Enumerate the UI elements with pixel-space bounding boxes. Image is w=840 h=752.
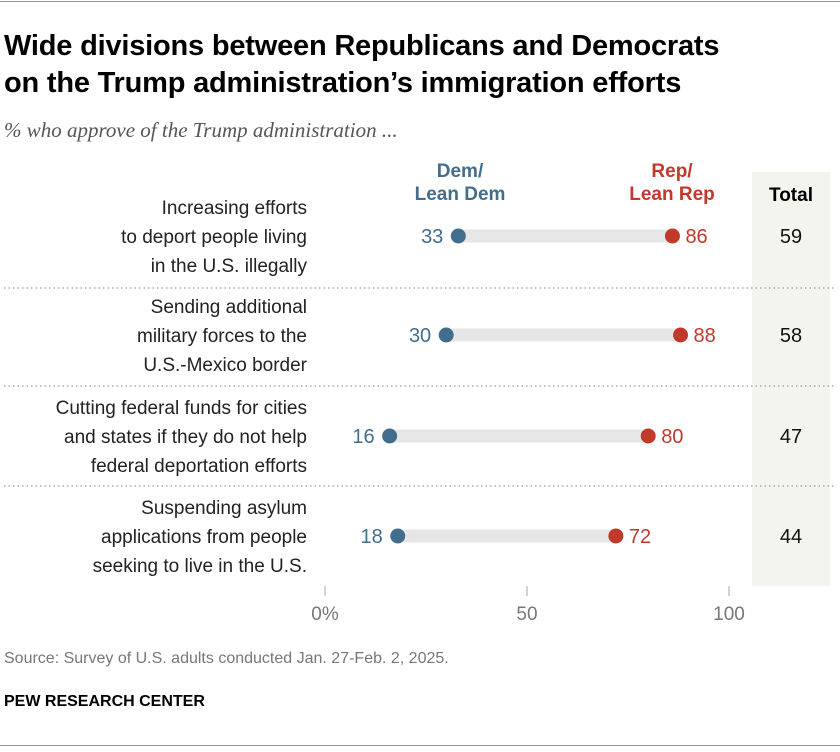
rep-dot: [640, 428, 656, 444]
total-value: 58: [780, 325, 802, 347]
source-note: Source: Survey of U.S. adults conducted …: [4, 650, 449, 667]
top-rule: [0, 1, 840, 2]
rep-value-label: 86: [685, 226, 707, 248]
category-label: applications from people: [101, 527, 307, 548]
dem-value-label: 18: [360, 526, 382, 548]
total-value: 47: [780, 426, 802, 448]
chart-subtitle: % who approve of the Trump administratio…: [4, 118, 398, 142]
rep-dot: [664, 228, 680, 244]
dem-dot: [438, 327, 454, 343]
title-line: on the Trump administration’s immigratio…: [4, 67, 682, 99]
category-label: to deport people living: [121, 227, 307, 248]
category-label: Cutting federal funds for cities: [56, 398, 307, 419]
legend-rep-line: Lean Rep: [629, 184, 715, 205]
x-tick-label: 100: [713, 604, 745, 625]
rep-value-label: 88: [694, 325, 716, 347]
bottom-rule: [0, 745, 840, 746]
category-label: federal deportation efforts: [91, 456, 307, 477]
x-tick-label: 50: [516, 604, 537, 625]
chart-title: Wide divisions between Republicans and D…: [4, 28, 720, 102]
category-label: in the U.S. illegally: [151, 256, 308, 277]
title-line: Wide divisions between Republicans and D…: [4, 30, 720, 62]
legend-rep: Rep/ Lean Rep: [592, 160, 752, 206]
rep-dot: [673, 327, 689, 343]
legend-rep-line: Rep/: [651, 161, 693, 182]
organization-logo-text: PEW RESEARCH CENTER: [4, 693, 205, 710]
dem-dot: [450, 228, 466, 244]
legend-dem-line: Lean Dem: [414, 184, 506, 205]
dem-value-label: 16: [352, 426, 374, 448]
category-label: and states if they do not help: [64, 427, 307, 448]
rep-dot: [608, 528, 624, 544]
legend-dem: Dem/ Lean Dem: [380, 160, 540, 206]
dem-value-label: 33: [421, 226, 443, 248]
dem-value-label: 30: [409, 325, 431, 347]
dem-dot: [390, 528, 406, 544]
category-label: U.S.-Mexico border: [143, 355, 307, 376]
legend-dem-line: Dem/: [436, 161, 484, 182]
x-tick-label: 0%: [311, 604, 339, 625]
category-label: military forces to the: [137, 326, 307, 347]
category-label: Suspending asylum: [141, 498, 307, 519]
total-value: 59: [780, 226, 802, 248]
category-label: Sending additional: [151, 297, 307, 318]
rep-value-label: 72: [629, 526, 651, 548]
total-column-background: [752, 172, 830, 586]
rep-value-label: 80: [661, 426, 683, 448]
category-label: seeking to live in the U.S.: [93, 556, 307, 577]
dem-dot: [382, 428, 398, 444]
total-value: 44: [780, 526, 802, 548]
category-label: Increasing efforts: [162, 198, 307, 219]
total-header: Total: [769, 185, 813, 206]
